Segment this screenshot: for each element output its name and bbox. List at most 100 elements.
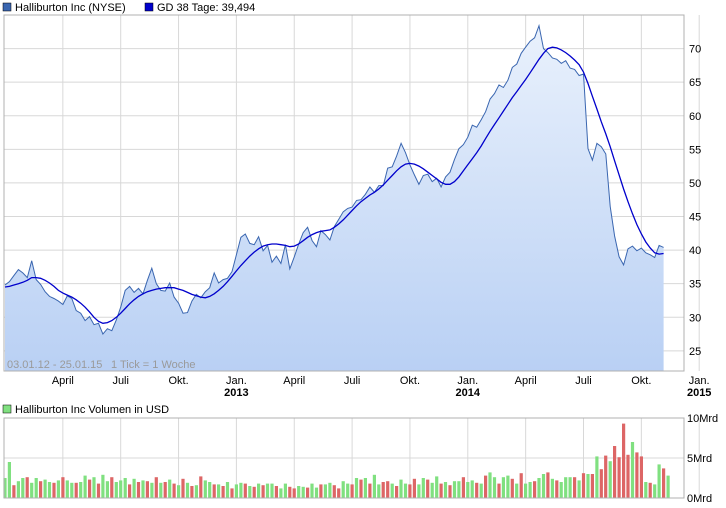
volume-bar bbox=[3, 478, 7, 498]
price-area bbox=[5, 25, 664, 371]
volume-bar bbox=[12, 485, 16, 498]
volume-bar bbox=[390, 483, 394, 498]
price-plot-frame bbox=[3, 14, 685, 372]
volume-bar bbox=[119, 480, 123, 498]
volume-bar bbox=[399, 479, 403, 498]
price-x-year-label: 2015 bbox=[687, 387, 711, 399]
volume-bar bbox=[150, 482, 154, 498]
volume-bar bbox=[56, 480, 60, 498]
tick-note: 1 Tick = 1 Woche bbox=[111, 359, 195, 371]
volume-bar bbox=[7, 462, 11, 498]
price-x-tick-label: Okt. bbox=[631, 375, 651, 387]
volume-bar bbox=[128, 484, 132, 498]
price-y-tick-label: 45 bbox=[689, 212, 701, 224]
price-y-tick-label: 35 bbox=[689, 279, 701, 291]
volume-bar bbox=[39, 481, 43, 498]
volume-bar bbox=[328, 482, 332, 498]
volume-bar bbox=[653, 484, 657, 498]
volume-bar bbox=[541, 474, 546, 498]
volume-bar bbox=[412, 478, 416, 498]
volume-bar bbox=[368, 483, 372, 498]
legend-swatch-volume bbox=[2, 404, 12, 414]
volume-bar bbox=[265, 483, 270, 498]
price-y-axis: 25 30 35 40 45 50 55 60 65 70 bbox=[689, 44, 701, 358]
volume-bar bbox=[657, 464, 661, 498]
volume-bar bbox=[283, 483, 287, 498]
legend-sma-label: GD 38 Tage: 39,494 bbox=[157, 2, 255, 14]
volume-bar bbox=[168, 479, 172, 498]
price-x-tick-label: Juli bbox=[575, 375, 592, 387]
volume-bar bbox=[208, 482, 212, 498]
volume-bar bbox=[225, 482, 230, 498]
volume-bar bbox=[617, 457, 621, 498]
volume-bar bbox=[510, 478, 514, 498]
volume-bar bbox=[101, 474, 105, 498]
volume-bar bbox=[484, 475, 488, 498]
volume-bar bbox=[288, 486, 292, 498]
volume-bar bbox=[395, 486, 399, 498]
volume-bar bbox=[546, 472, 550, 498]
volume-bar bbox=[297, 486, 301, 498]
volume-bar bbox=[252, 486, 256, 498]
price-x-tick-label: Jan. bbox=[457, 375, 478, 387]
volume-bar bbox=[461, 477, 465, 498]
volume-bar bbox=[141, 480, 145, 498]
volume-bar bbox=[163, 482, 167, 498]
legend-volume-label: Halliburton Inc Volumen in USD bbox=[15, 404, 169, 416]
volume-bar bbox=[359, 479, 363, 498]
volume-bar bbox=[292, 488, 296, 498]
volume-bar bbox=[105, 481, 109, 498]
price-x-year-label: 2013 bbox=[224, 387, 248, 399]
volume-bar bbox=[408, 484, 412, 498]
volume-bar bbox=[354, 478, 359, 498]
volume-bar bbox=[550, 478, 554, 498]
volume-bar bbox=[61, 477, 65, 498]
volume-bar bbox=[386, 481, 390, 498]
volume-bar bbox=[239, 482, 243, 498]
volume-bar bbox=[533, 481, 537, 498]
price-y-tick-label: 70 bbox=[689, 44, 701, 56]
volume-plot-frame bbox=[3, 417, 685, 499]
volume-bar bbox=[648, 482, 652, 498]
price-x-tick-label: Juli bbox=[344, 375, 361, 387]
volume-bar bbox=[337, 488, 341, 498]
volume-bar bbox=[136, 482, 141, 498]
volume-bar bbox=[488, 472, 492, 498]
volume-bar bbox=[519, 473, 523, 498]
legend-swatch-price bbox=[2, 2, 12, 12]
price-x-year-label: 2014 bbox=[456, 387, 481, 399]
volume-bar bbox=[599, 469, 603, 498]
price-x-tick-label: Jan. bbox=[226, 375, 247, 387]
volume-bar bbox=[248, 486, 252, 498]
volume-bar bbox=[439, 483, 443, 498]
volume-bar bbox=[217, 484, 221, 498]
volume-bar bbox=[234, 484, 238, 498]
volume-bar bbox=[332, 485, 336, 498]
volume-bar bbox=[377, 484, 381, 498]
volume-bar bbox=[96, 483, 101, 498]
volume-bar bbox=[577, 480, 581, 498]
price-x-tick-label: April bbox=[52, 375, 74, 387]
volume-bar bbox=[243, 483, 247, 498]
volume-bar bbox=[145, 481, 149, 498]
volume-bar bbox=[573, 477, 577, 498]
volume-bar bbox=[613, 446, 617, 498]
volume-bar bbox=[154, 477, 158, 498]
volume-bar bbox=[430, 482, 434, 498]
volume-bar bbox=[123, 478, 127, 498]
volume-bar bbox=[590, 474, 594, 498]
volume-bar bbox=[110, 477, 114, 498]
volume-bar bbox=[172, 483, 176, 498]
price-y-tick-label: 65 bbox=[689, 77, 701, 89]
volume-bar bbox=[185, 482, 190, 498]
volume-bar bbox=[630, 442, 635, 498]
volume-y-tick-label: 10Mrd bbox=[687, 413, 718, 425]
volume-bar bbox=[83, 475, 87, 498]
volume-bar bbox=[564, 477, 568, 498]
volume-bar bbox=[666, 475, 670, 498]
volume-bar bbox=[497, 483, 501, 498]
volume-bar bbox=[52, 482, 56, 498]
volume-bar bbox=[34, 478, 38, 498]
price-y-tick-label: 30 bbox=[689, 312, 701, 324]
